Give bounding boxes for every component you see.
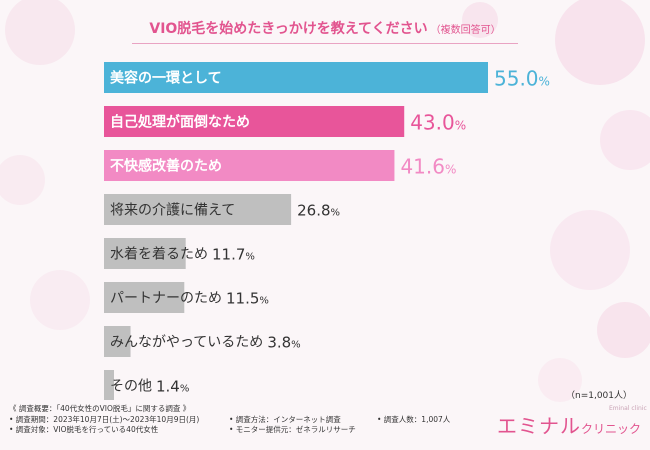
bar-7	[104, 326, 131, 357]
value-label-8: 1.4%	[156, 378, 189, 396]
value-label-4: 26.8%	[297, 202, 340, 220]
footer-survey-method: • 調査方法：インターネット調査	[229, 414, 341, 424]
bar-6	[104, 282, 185, 313]
category-label-1: 美容の一環として	[110, 70, 222, 87]
value-label-3: 41.6%	[400, 155, 456, 179]
category-label-8: その他	[110, 379, 152, 395]
bar-4	[104, 194, 292, 225]
bar-chart: 美容の一環として 55.0% 自己処理が面倒なため 43.0% 不快感改善のため 41.6…	[104, 62, 550, 400]
value-label-1: 55.0%	[494, 67, 550, 91]
chart-title-suffix: （複数回答可）	[430, 25, 501, 36]
category-label-5: 水着を着るため	[110, 247, 208, 263]
sample-size-note: （n=1,001人）	[565, 391, 632, 401]
bar-3	[104, 150, 395, 181]
footer-monitor-provider: • モニター提供元：ゼネラルリサーチ	[229, 425, 356, 434]
logo-main-text: エミナル	[497, 414, 581, 438]
footer-survey-target: • 調査対象：VIO脱毛を行っている40代女性	[9, 425, 159, 434]
title-underline	[132, 43, 518, 44]
category-label-7: みんながやっているため	[110, 335, 263, 351]
chart-title: VIO脱毛を始めたきっかけを教えてください （複数回答可）	[0, 18, 650, 38]
footer-survey-period: • 調査期間：2023年10月7日(土)～2023年10月9日(月)	[9, 414, 200, 424]
bar-2	[104, 106, 405, 137]
category-label-6: パートナーのため	[110, 291, 222, 307]
logo-sub-text: クリニック	[581, 422, 642, 436]
eminal-clinic-logo: エミナルクリニック Eminal clinic	[497, 405, 647, 439]
footer-survey-title: 《 調査概要：「40代女性のVIO脱毛」に関する調査 》	[9, 404, 191, 413]
category-label-4: 将来の介護に備えて	[110, 203, 235, 219]
category-label-3: 不快感改善のため	[110, 158, 222, 175]
value-label-7: 3.8%	[267, 334, 300, 352]
category-label-2: 自己処理が面倒なため	[110, 114, 250, 131]
survey-footer: 《 調査概要：「40代女性のVIO脱毛」に関する調査 》 • 調査期間：2023…	[9, 404, 479, 436]
value-label-2: 43.0%	[410, 111, 466, 135]
footer-survey-count: • 調査人数：1,007人	[377, 414, 451, 424]
value-label-6: 11.5%	[226, 290, 269, 308]
chart-title-main: VIO脱毛を始めたきっかけを教えてください	[149, 21, 428, 37]
bar-1	[104, 62, 488, 93]
bar-5	[104, 238, 186, 269]
logo-tagline: Eminal clinic	[609, 405, 647, 412]
value-label-5: 11.7%	[212, 246, 255, 264]
bar-8	[104, 370, 114, 400]
